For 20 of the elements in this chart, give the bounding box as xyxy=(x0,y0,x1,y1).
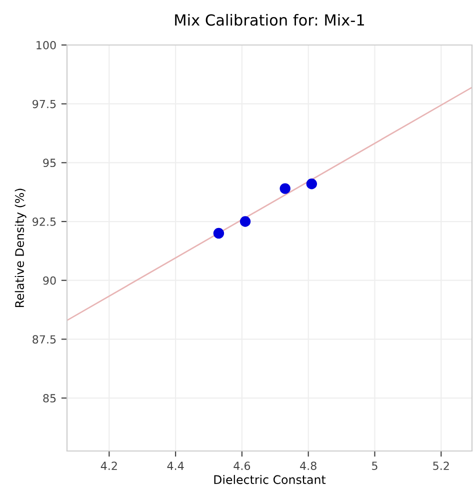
y-tick-label: 100 xyxy=(36,40,56,50)
y-tick-label: 97.5 xyxy=(32,100,56,108)
point xyxy=(240,216,251,227)
y-tick-label: 90 xyxy=(43,276,56,285)
chart-title: Mix Calibration for: Mix-1 xyxy=(175,14,364,26)
point xyxy=(213,228,224,239)
y-tick-label: 92.5 xyxy=(32,217,56,226)
x-tick-label: 5 xyxy=(372,462,378,470)
x-tick-label: 4.8 xyxy=(300,462,316,470)
x-tick-label: 5.2 xyxy=(433,462,449,470)
y-axis-title: Relative Density (%) xyxy=(14,188,26,308)
x-tick-label: 4.2 xyxy=(100,462,117,470)
point xyxy=(306,178,318,190)
x-tick-label: 4.6 xyxy=(234,462,250,470)
y-tick-label: 87.5 xyxy=(32,335,56,344)
x-tick-label: 4.4 xyxy=(167,462,184,470)
y-tick-label: 95 xyxy=(43,158,56,168)
y-tick-label: 85 xyxy=(43,394,56,402)
point xyxy=(280,183,290,194)
x-axis-title: Dielectric Constant xyxy=(214,474,326,484)
